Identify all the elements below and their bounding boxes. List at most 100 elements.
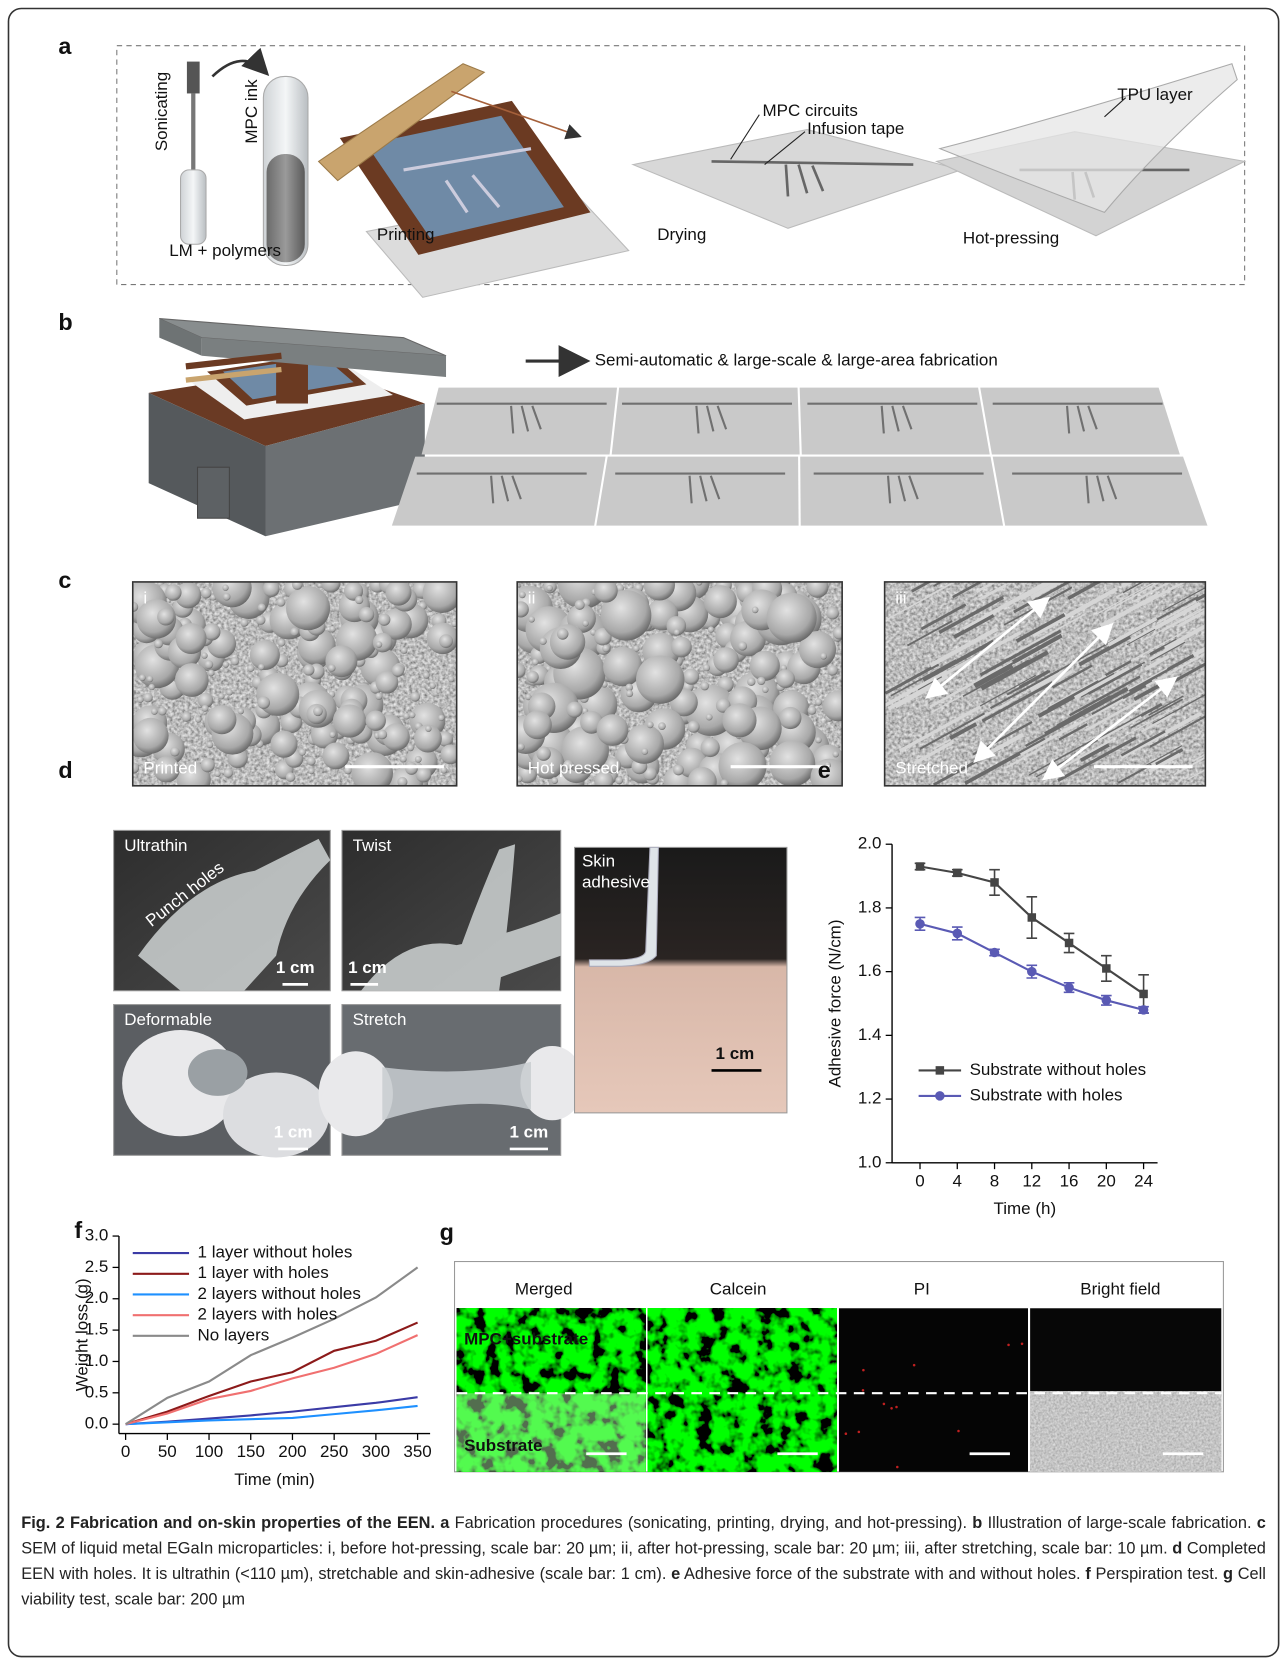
image-caption: Printed [143,758,197,777]
marker [953,869,961,877]
particle [722,703,756,737]
particle [376,641,382,647]
region-label: MPC+substrate [464,1330,588,1349]
particle [214,771,220,777]
pi-dot [845,1432,848,1435]
calcein-image [648,1308,837,1472]
particle [683,669,699,685]
particle [278,639,286,647]
marker [935,1091,945,1101]
sem-images: iPrintediiHot pressediiiStretched [115,550,1280,801]
particle [423,672,430,679]
marker [952,929,962,939]
marker [1027,967,1037,977]
caption-text: Illustration of large-scale fabrication. [988,1514,1252,1532]
particle [425,726,431,732]
x-tick-label: 0 [121,1442,130,1461]
pi-dot [883,1403,886,1406]
body: a Sonicating MPC ink LM + polymers Print… [0,0,1285,1664]
label: Printing [377,225,435,244]
column-header: Bright field [1080,1280,1160,1299]
particle [382,723,409,750]
marker [990,878,998,886]
particle [833,627,846,640]
fiber [1196,631,1280,677]
particle [258,664,264,670]
particle [615,777,623,785]
caption: Fig. 2 Fabrication and on-skin propertie… [21,1511,1266,1613]
particle [195,716,201,722]
particle [671,637,692,658]
particle [385,580,411,606]
pi-dot [895,1406,898,1409]
tile [422,388,617,455]
particle [713,647,739,673]
particle [276,598,285,607]
particle [147,676,154,683]
y-axis-label: Weight loss (g) [72,1278,91,1391]
image-index: iii [895,588,906,607]
particle [750,651,780,681]
pi-image [839,1308,1028,1472]
caption-label: f [1085,1565,1090,1583]
particle [400,756,406,762]
particle [747,678,755,686]
particle [128,763,139,774]
particle [201,588,212,599]
particle [270,731,297,758]
particle [308,768,314,774]
x-tick-label: 4 [953,1171,962,1190]
particle [582,620,589,627]
particle [359,607,374,622]
panel-d: d Ultrathin Punch holes 1 cm Twist 1 cm … [58,757,787,1157]
panel-a: a Sonicating MPC ink LM + polymers Print… [58,33,1244,297]
image-index: ii [528,588,536,607]
x-tick-label: 16 [1060,1171,1079,1190]
scale-label: 1 cm [510,1123,549,1142]
particle [532,659,539,666]
particle [208,670,215,677]
x-tick-label: 8 [990,1171,999,1190]
particle [373,633,393,653]
y-tick-label: 0.0 [85,1414,109,1433]
panel-label: d [58,757,72,783]
particle [776,669,795,688]
particle [151,708,158,715]
particle [704,585,737,618]
particle [207,741,214,748]
particle [688,767,717,796]
x-tick-label: 50 [158,1442,177,1461]
caption-label: d [1172,1540,1182,1558]
particle [674,629,680,635]
particle [277,781,284,788]
y-axis-label: Adhesive force (N/cm) [825,919,844,1087]
panel-label: c [58,567,71,593]
particle [375,693,382,700]
particle [143,693,152,702]
legend-label: 1 layer with holes [198,1263,329,1282]
label: MPC ink [242,79,261,144]
particle [154,639,163,648]
particle [519,591,526,598]
particle [250,640,280,670]
particle [423,574,462,613]
particle [299,749,306,756]
particle [769,741,815,787]
particle [292,579,303,590]
photo-title-box: Skin adhesive [582,852,678,905]
figure: a Sonicating MPC ink LM + polymers Print… [0,0,1285,1664]
particle [256,615,265,624]
particle [597,714,629,746]
scale-label: 1 cm [274,1123,313,1142]
label: LM + polymers [169,241,281,260]
particle [636,655,684,703]
particle [149,684,155,690]
particle [752,607,759,614]
arrow [212,61,265,76]
particle [303,664,314,675]
particle [223,593,231,601]
scale-label: 1 cm [348,958,387,977]
pi-dot [913,1364,916,1367]
particle [448,676,454,682]
